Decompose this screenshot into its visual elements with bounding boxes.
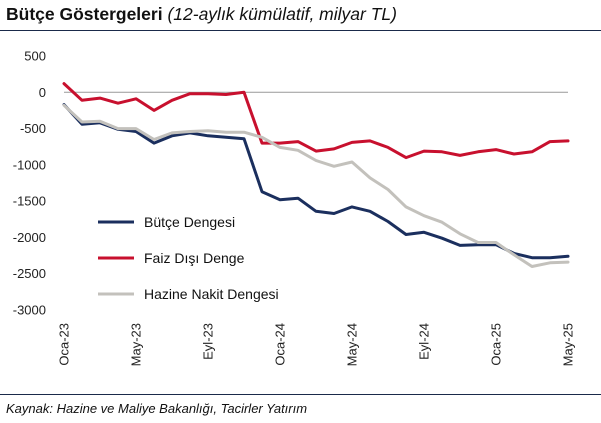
x-tick-label: Oca-25 (489, 323, 504, 366)
bottom-rule (0, 394, 601, 395)
series-line-faiz-d-denge (62, 82, 570, 160)
series-line-hazine-nakit-dengesi (62, 103, 570, 268)
y-tick-label: -2500 (13, 266, 46, 281)
x-tick-label: Oca-24 (273, 323, 288, 366)
chart-title: Bütçe Göstergeleri (6, 4, 163, 24)
legend: Bütçe Dengesi Faiz Dışı Denge Hazine Nakit… (98, 214, 279, 302)
y-tick-label: -500 (20, 121, 46, 136)
legend-label: Hazine Nakit Dengesi (144, 286, 279, 302)
chart-subtitle: (12-aylık kümülatif, milyar TL) (167, 4, 397, 24)
top-rule (0, 30, 601, 31)
y-tick-label: -1500 (13, 194, 46, 209)
legend-label: Bütçe Dengesi (144, 214, 235, 230)
y-tick-label: 0 (39, 85, 46, 100)
y-tick-label: -3000 (13, 303, 46, 318)
y-tick-label: 500 (24, 49, 46, 64)
x-tick-label: Oca-23 (57, 323, 72, 366)
series-lines (62, 82, 570, 268)
legend-label: Faiz Dışı Denge (144, 250, 245, 266)
y-tick-label: -2000 (13, 230, 46, 245)
x-tick-label: Eyl-23 (201, 323, 216, 360)
x-tick-label: May-23 (129, 323, 144, 366)
y-axis: 500 0 -500 -1000 -1500 -2000 -2500 -3000 (13, 49, 46, 318)
y-tick-label: -1000 (13, 157, 46, 172)
x-tick-label: May-25 (561, 323, 576, 366)
chart-title-block: Bütçe Göstergeleri (12-aylık kümülatif, … (6, 4, 397, 25)
series-line-b-t-e-dengesi (62, 103, 570, 260)
source-note: Kaynak: Hazine ve Maliye Bakanlığı, Taci… (6, 401, 308, 416)
x-axis: Oca-23 May-23 Eyl-23 Oca-24 May-24 Eyl-24 Oca-… (57, 323, 576, 366)
x-tick-label: May-24 (345, 323, 360, 366)
x-tick-label: Eyl-24 (417, 323, 432, 360)
